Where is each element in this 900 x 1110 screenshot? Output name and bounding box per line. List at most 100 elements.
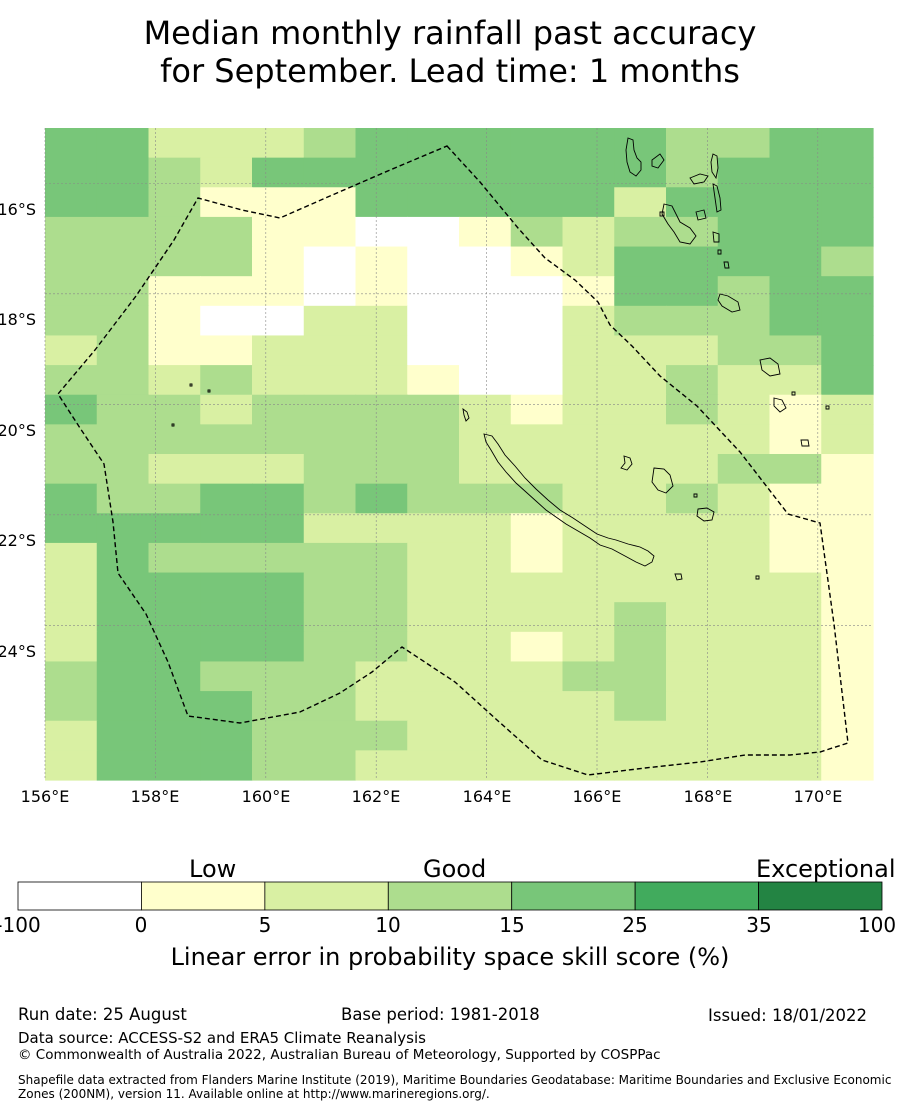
skill-cell	[96, 542, 150, 574]
skill-cell	[45, 454, 98, 485]
skill-cell	[303, 394, 357, 425]
skill-cell	[510, 335, 564, 366]
skill-cell	[45, 513, 98, 544]
skill-cell	[96, 572, 150, 603]
skill-cell	[717, 720, 771, 751]
skill-cell	[510, 631, 564, 663]
skill-cell	[510, 691, 564, 722]
skill-cell	[666, 572, 719, 603]
skill-cell	[45, 276, 98, 307]
ambrym-island	[695, 209, 707, 221]
issued-date: Issued: 18/01/2022	[708, 1006, 868, 1025]
skill-cell	[45, 128, 98, 159]
colorbar-tick: 5	[258, 913, 272, 937]
skill-cell	[407, 691, 460, 722]
skill-cell	[562, 187, 615, 218]
skill-cell	[45, 691, 98, 722]
skill-cell	[303, 128, 357, 159]
skill-cell	[96, 128, 150, 159]
skill-cell	[459, 631, 512, 663]
skill-cell	[303, 335, 357, 366]
skill-cell	[148, 542, 201, 574]
skill-cell	[821, 305, 874, 337]
skill-cell	[45, 216, 98, 248]
eez-boundary-line	[57, 145, 849, 776]
colorbar-tick: 100	[857, 913, 897, 937]
skill-cell	[614, 424, 667, 455]
skill-cell	[666, 513, 719, 544]
skill-cell	[666, 602, 719, 633]
skill-cell	[252, 216, 305, 248]
skill-cell	[407, 128, 460, 159]
map-title: Median monthly rainfall past accuracy fo…	[0, 14, 900, 90]
skill-cell	[562, 542, 615, 574]
skill-cell	[252, 513, 305, 544]
skill-cell	[200, 542, 253, 574]
skill-cell	[252, 187, 305, 218]
skill-cell	[407, 572, 460, 603]
skill-cell	[148, 572, 201, 603]
skill-cell	[252, 572, 305, 603]
skill-cell	[148, 750, 201, 781]
banks-islands	[651, 153, 665, 169]
skill-cell	[45, 394, 98, 425]
skill-cell	[769, 691, 822, 722]
colorbar-title: Linear error in probability space skill …	[170, 943, 730, 971]
skill-cell	[717, 602, 771, 633]
skill-cell	[717, 661, 771, 692]
islands	[171, 137, 830, 581]
skill-cell	[562, 276, 615, 307]
skill-cell	[562, 305, 615, 337]
skill-cell	[252, 305, 305, 337]
skill-cell	[303, 720, 357, 751]
skill-cell	[407, 365, 460, 396]
skill-cell	[407, 542, 460, 574]
skill-cell	[407, 187, 460, 218]
skill-cell	[303, 631, 357, 663]
skill-cell	[562, 454, 615, 485]
skill-cell	[717, 513, 771, 544]
skill-cell	[614, 276, 667, 307]
skill-cell	[614, 246, 667, 277]
skill-cell	[459, 276, 512, 307]
skill-cell	[459, 128, 512, 159]
skill-cell	[562, 602, 615, 633]
skill-cell	[459, 602, 512, 633]
colorbar-tick: 10	[375, 913, 401, 937]
loyalty-island-lifou	[651, 467, 674, 494]
colorbar-tick: 35	[746, 913, 772, 937]
skill-cell	[459, 542, 512, 574]
skill-cell	[510, 276, 564, 307]
skill-cell	[821, 276, 874, 307]
run-date: Run date: 25 August	[18, 1005, 187, 1024]
skill-cell	[355, 128, 408, 159]
skill-cell	[252, 691, 305, 722]
skill-cell	[614, 305, 667, 337]
small-islet-1	[717, 249, 722, 255]
skill-cell	[407, 216, 460, 248]
skill-cell	[200, 572, 253, 603]
skill-cell	[96, 720, 150, 751]
skill-cell	[459, 572, 512, 603]
skill-cell	[614, 128, 667, 159]
skill-cell	[666, 542, 719, 574]
small-islet-7	[171, 423, 175, 427]
skill-cell	[303, 305, 357, 337]
skill-cell	[459, 394, 512, 425]
skill-cell	[821, 335, 874, 366]
skill-cell	[252, 246, 305, 277]
new-caledonia-island	[483, 433, 655, 567]
skill-cell	[303, 454, 357, 485]
skill-cell	[148, 305, 201, 337]
skill-cell	[355, 691, 408, 722]
skill-cell	[769, 424, 822, 455]
skill-cell	[717, 483, 771, 514]
skill-cell	[252, 365, 305, 396]
skill-cell	[200, 602, 253, 633]
copyright: © Commonwealth of Australia 2022, Austra…	[18, 1047, 661, 1063]
skill-cell	[562, 424, 615, 455]
skill-cell	[562, 720, 615, 751]
skill-cell	[355, 216, 408, 248]
skill-cell	[200, 483, 253, 514]
skill-cell	[666, 335, 719, 366]
